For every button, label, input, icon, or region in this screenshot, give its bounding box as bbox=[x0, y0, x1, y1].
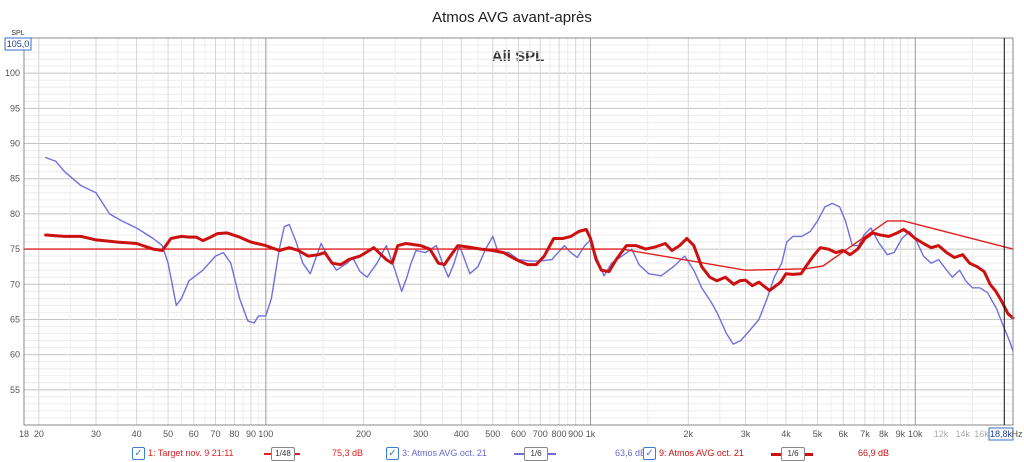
x-tick-label: 900 bbox=[568, 429, 583, 439]
x-tick-label: 9k bbox=[896, 429, 906, 439]
x-tick-label: 90 bbox=[246, 429, 256, 439]
y-top-box[interactable] bbox=[4, 37, 32, 51]
x-tick-label: 3k bbox=[741, 429, 751, 439]
series-line-3 bbox=[44, 227, 1015, 320]
y-tick-label: 70 bbox=[10, 279, 20, 289]
x-tick-label: 7k bbox=[860, 429, 870, 439]
y-tick-label: 65 bbox=[10, 314, 20, 324]
legend-level: 75,3 dB bbox=[332, 448, 364, 458]
x-tick-label: 60 bbox=[189, 429, 199, 439]
plot-frame bbox=[23, 37, 1014, 426]
x-tick-label: 600 bbox=[511, 429, 526, 439]
series-line-1 bbox=[23, 220, 1014, 271]
checkbox-icon[interactable]: ✓ bbox=[132, 447, 145, 460]
cursor-freq-value: 18,8k bbox=[990, 429, 1013, 439]
smoothing-box[interactable]: 1/6 bbox=[781, 447, 805, 461]
legend-label: 1: Target nov. 9 21:11 bbox=[148, 448, 234, 458]
x-tick-label: 80 bbox=[229, 429, 239, 439]
smoothing-box[interactable]: 1/48 bbox=[271, 447, 295, 461]
legend: ✓ 1: Target nov. 9 21:11 1/48 75,3 dB ✓ … bbox=[0, 444, 1024, 462]
x-tick-label: 18 bbox=[19, 429, 29, 439]
y-tick-label: 55 bbox=[10, 385, 20, 395]
frequency-response-chart: Atmos AVG avant-après All SPL SPL 556065… bbox=[4, 9, 1023, 441]
series-line-2 bbox=[45, 156, 1014, 352]
x-tick-label: 16k bbox=[974, 429, 989, 439]
x-tick-label: 30 bbox=[91, 429, 101, 439]
x-tick-label: 20 bbox=[34, 429, 44, 439]
plot-border bbox=[23, 37, 1014, 426]
x-tick-label: 5k bbox=[813, 429, 823, 439]
x-tick-label: 2k bbox=[684, 429, 694, 439]
x-tick-label: 70 bbox=[211, 429, 221, 439]
y-tick-label: 85 bbox=[10, 174, 20, 184]
x-tick-label: 12k bbox=[934, 429, 949, 439]
x-tick-label: 400 bbox=[454, 429, 469, 439]
x-tick-label: 700 bbox=[533, 429, 548, 439]
legend-level: 66,9 dB bbox=[858, 448, 890, 458]
x-tick-label: 100 bbox=[258, 429, 273, 439]
checkbox-icon[interactable]: ✓ bbox=[386, 447, 399, 460]
y-axis-label: SPL bbox=[11, 30, 24, 37]
legend-label: 9: Atmos AVG oct. 21 bbox=[659, 448, 744, 458]
cursor-freq-box[interactable] bbox=[988, 427, 1014, 441]
x-tick-label: 40 bbox=[132, 429, 142, 439]
x-axis-unit: Hz bbox=[1012, 429, 1023, 439]
x-tick-label: 1k bbox=[586, 429, 596, 439]
legend-level: 63,6 dB bbox=[615, 448, 647, 458]
x-tick-label: 300 bbox=[413, 429, 428, 439]
x-tick-label: 800 bbox=[552, 429, 567, 439]
chart-title: Atmos AVG avant-après bbox=[432, 9, 592, 26]
y-tick-label: 90 bbox=[10, 139, 20, 149]
grid bbox=[24, 37, 1014, 426]
x-tick-label: 14k bbox=[955, 429, 970, 439]
y-tick-label: 80 bbox=[10, 209, 20, 219]
x-tick-label: 8k bbox=[879, 429, 889, 439]
smoothing-box[interactable]: 1/6 bbox=[524, 447, 548, 461]
series-layer bbox=[23, 156, 1015, 352]
x-tick-label: 500 bbox=[485, 429, 500, 439]
x-tick-label: 200 bbox=[356, 429, 371, 439]
y-tick-label: 75 bbox=[10, 244, 20, 254]
x-tick-label: 10k bbox=[908, 429, 923, 439]
y-tick-label: 60 bbox=[10, 350, 20, 360]
x-tick-label: 6k bbox=[838, 429, 848, 439]
y-tick-label: 100 bbox=[5, 68, 20, 78]
y-top-value: 105,0 bbox=[7, 39, 30, 49]
checkbox-icon[interactable]: ✓ bbox=[643, 447, 656, 460]
y-tick-label: 95 bbox=[10, 103, 20, 113]
x-tick-label: 50 bbox=[163, 429, 173, 439]
legend-label: 3: Atmos AVG oct. 21 bbox=[402, 448, 487, 458]
x-tick-label: 4k bbox=[781, 429, 791, 439]
